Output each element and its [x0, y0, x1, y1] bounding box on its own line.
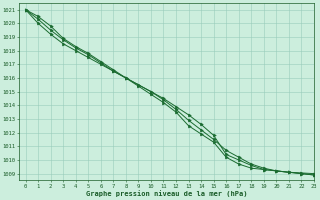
X-axis label: Graphe pression niveau de la mer (hPa): Graphe pression niveau de la mer (hPa) — [86, 190, 247, 197]
